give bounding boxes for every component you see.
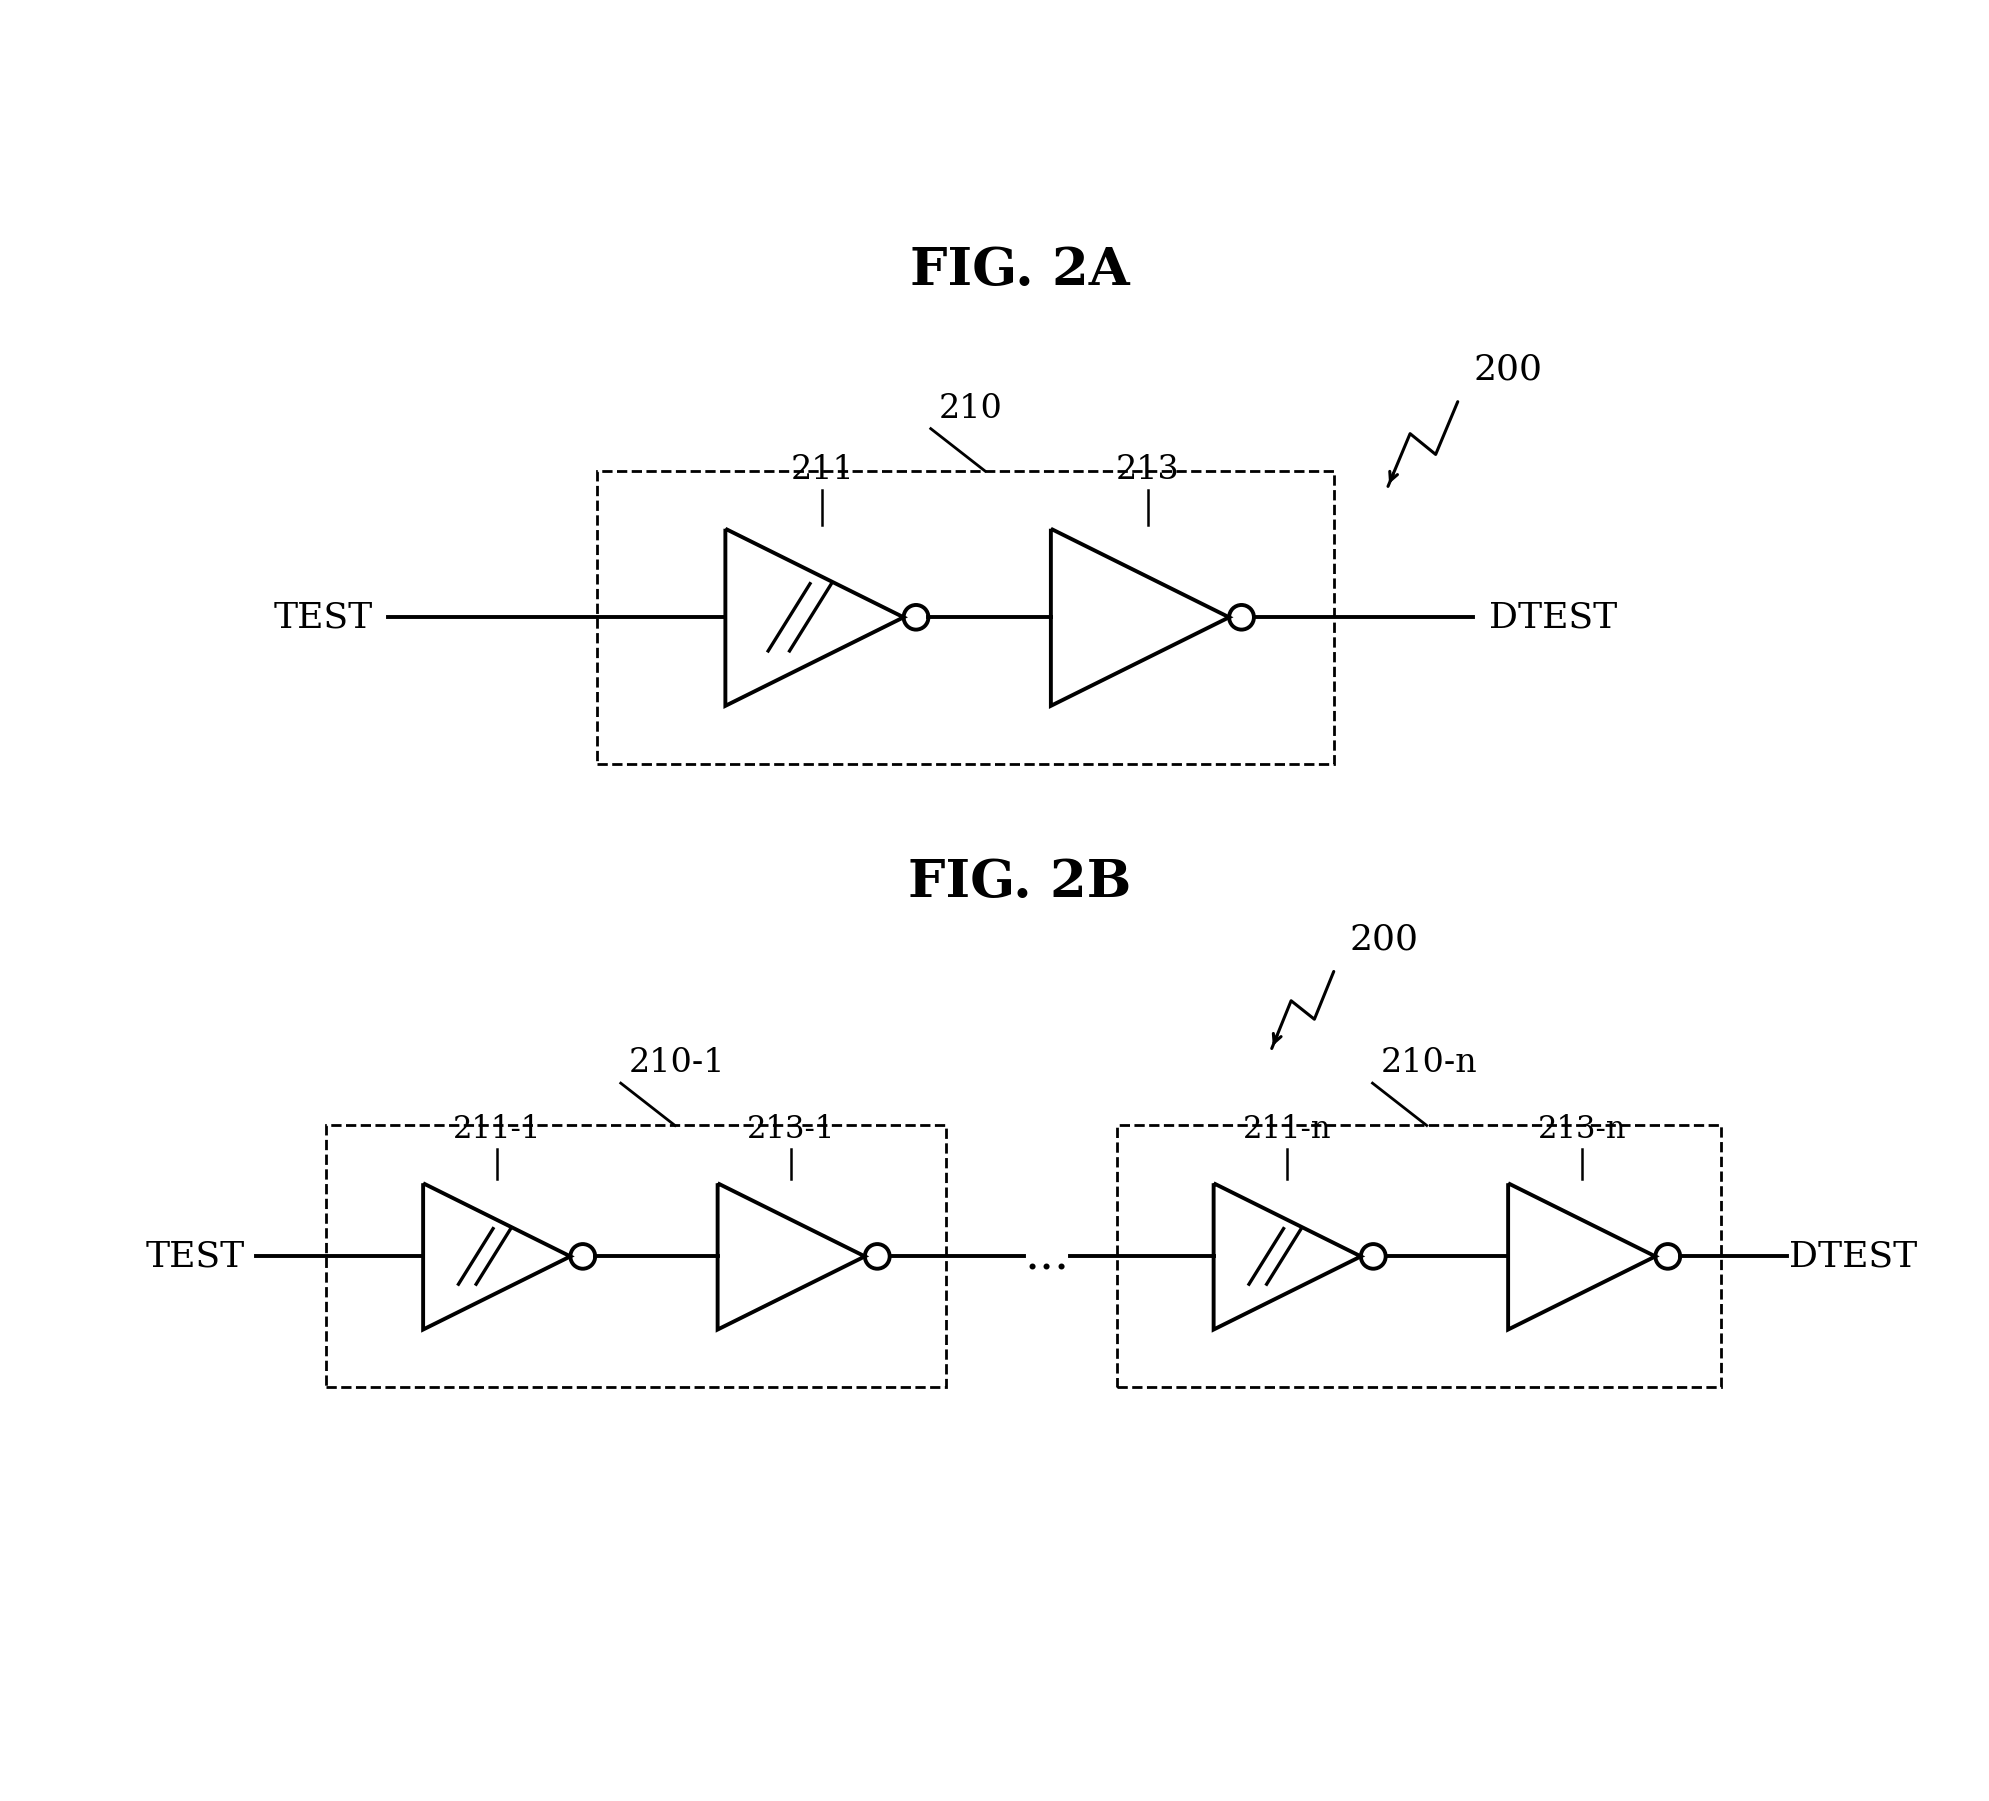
Text: 200: 200: [1472, 353, 1541, 385]
Text: 210-1: 210-1: [629, 1048, 724, 1079]
Text: 211: 211: [790, 454, 853, 486]
Text: 211-n: 211-n: [1243, 1113, 1331, 1145]
Text: TEST: TEST: [272, 600, 372, 634]
Text: FIG. 2B: FIG. 2B: [907, 857, 1132, 908]
Text: ...: ...: [1024, 1234, 1068, 1279]
Text: 213-1: 213-1: [746, 1113, 835, 1145]
Bar: [326, 1126, 947, 1387]
Text: 210-n: 210-n: [1380, 1048, 1476, 1079]
Bar: [1116, 1126, 1720, 1387]
Text: 210: 210: [939, 393, 1002, 425]
Text: 200: 200: [1349, 922, 1418, 956]
Text: DTEST: DTEST: [1788, 1239, 1917, 1273]
Text: TEST: TEST: [145, 1239, 245, 1273]
Text: DTEST: DTEST: [1488, 600, 1617, 634]
Bar: [597, 472, 1333, 764]
Text: 213: 213: [1116, 454, 1179, 486]
Text: 213-n: 213-n: [1537, 1113, 1625, 1145]
Text: FIG. 2A: FIG. 2A: [909, 245, 1130, 297]
Text: 211-1: 211-1: [452, 1113, 541, 1145]
